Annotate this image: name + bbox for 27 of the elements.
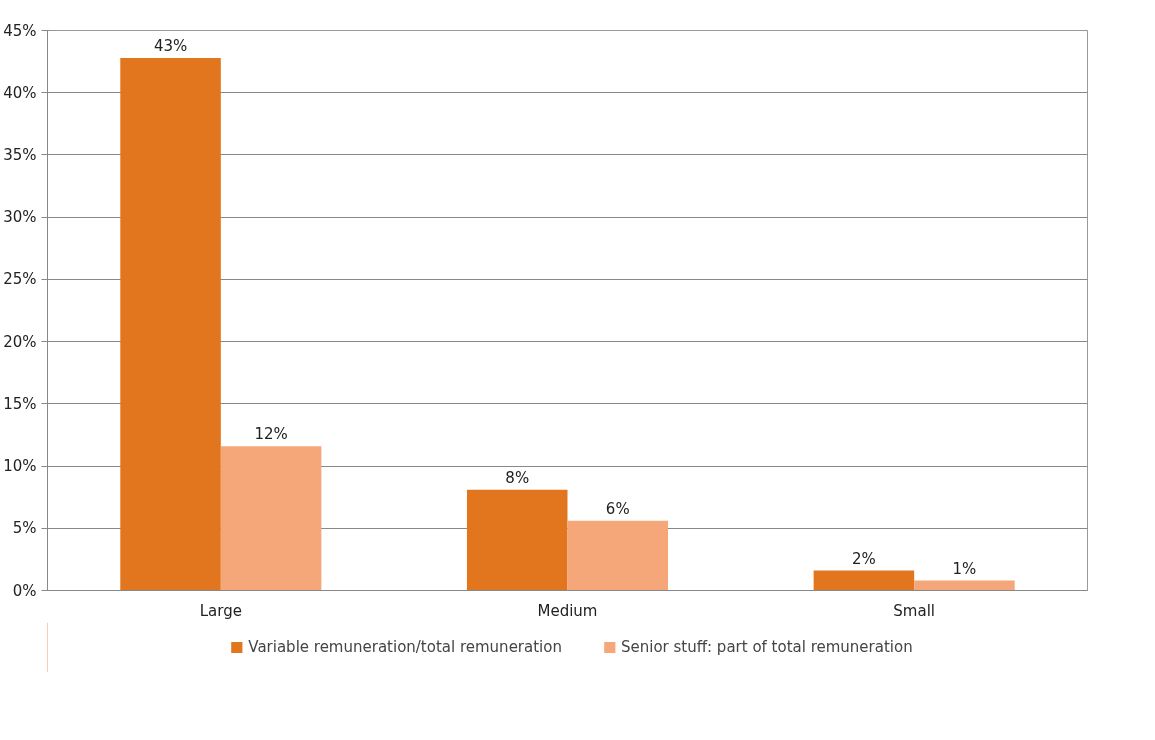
data-label: 8% [505, 468, 530, 487]
x-tick-label: Large [199, 601, 242, 620]
bar [120, 57, 221, 591]
y-tick-label: 30% [3, 208, 37, 227]
data-label: 2% [852, 549, 876, 568]
x-tick-label: Medium [537, 601, 598, 620]
bar [567, 520, 669, 591]
y-tick-label: 25% [3, 270, 37, 289]
y-tick-label: 35% [3, 145, 37, 164]
bar [914, 580, 1015, 591]
y-tick-label: 15% [3, 394, 37, 413]
data-label: 6% [605, 499, 630, 518]
data-label: 12% [254, 425, 288, 444]
bar [466, 489, 568, 591]
y-tick-label: 40% [3, 83, 37, 102]
y-tick-label: 45% [3, 21, 37, 40]
legend-label: Variable remuneration/total remuneration [248, 638, 562, 656]
y-tick-label: 5% [12, 519, 37, 538]
legend-label: Senior stuff: part of total remuneration [620, 638, 913, 656]
y-tick-label: 0% [12, 581, 37, 600]
y-tick-label: 20% [3, 332, 37, 351]
y-tick-label: 10% [3, 457, 37, 476]
x-tick-label: Small [893, 601, 936, 620]
data-label: 43% [153, 36, 188, 55]
data-label: 1% [952, 559, 977, 578]
bar [813, 570, 915, 591]
bar [220, 446, 322, 591]
